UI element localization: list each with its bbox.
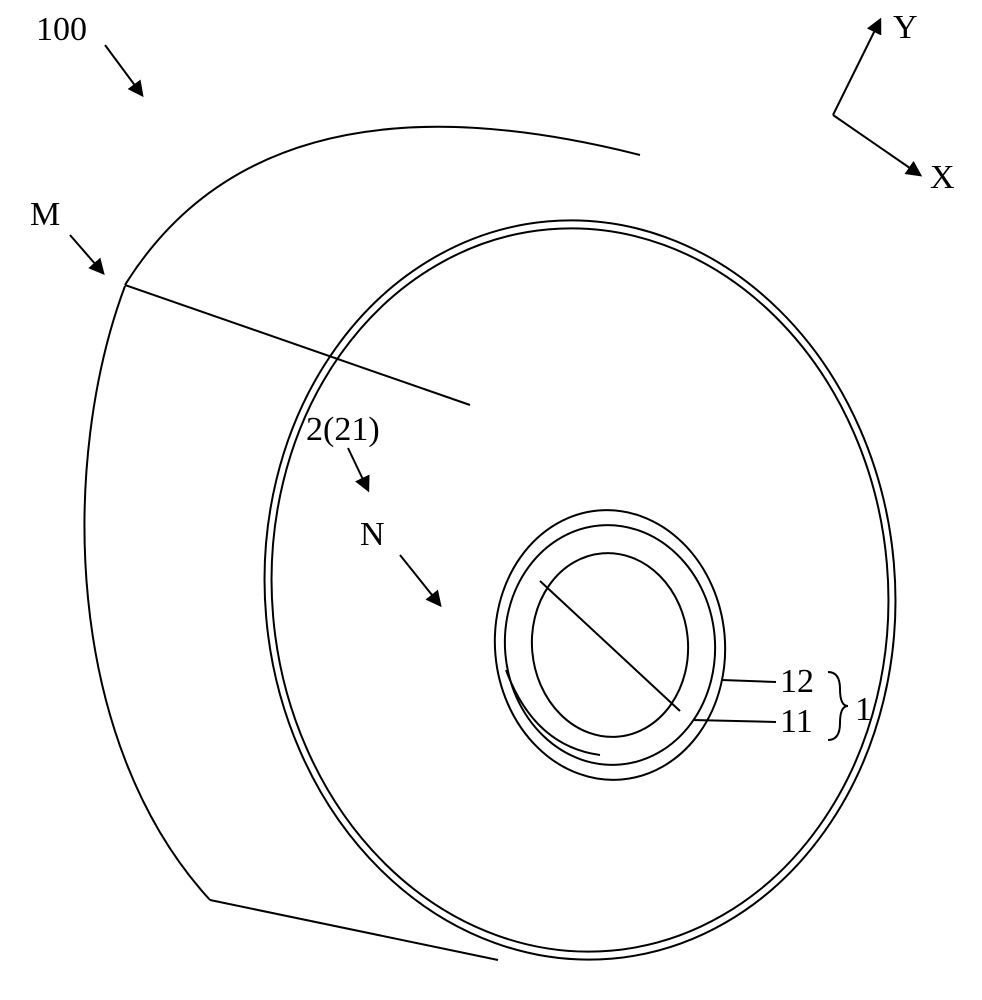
ref-12-leader — [722, 680, 776, 682]
ref-N-label: N — [360, 516, 385, 553]
axis-x-arrow — [833, 115, 920, 175]
axis-x-label: X — [930, 159, 955, 196]
ref-100-leader-arrow — [105, 45, 142, 95]
brace-11-12 — [828, 672, 848, 740]
ref-100-label: 100 — [36, 11, 87, 48]
ref-2-21-label: 2(21) — [306, 411, 380, 448]
ref-1-label: 1 — [855, 691, 872, 728]
ref-11-label: 11 — [780, 703, 813, 740]
outer-rim-edge — [234, 194, 926, 986]
ref-M-label: M — [30, 196, 60, 233]
axis-y-label: Y — [893, 9, 918, 46]
ref-12-label: 12 — [780, 663, 814, 700]
axis-y-arrow — [833, 20, 880, 115]
outer-rim-inner — [242, 203, 919, 978]
cylinder-top-seam — [125, 285, 470, 405]
cylinder-left-silhouette — [84, 286, 210, 900]
cylinder-bottom-silhouette — [210, 900, 498, 960]
ref-2-21-leader-arrow — [348, 448, 368, 490]
inner-bore-back-arc — [506, 670, 600, 755]
cylinder-back-top-arc — [125, 127, 640, 285]
ref-M-leader-arrow — [70, 235, 103, 273]
inner-bore-split-line — [540, 581, 680, 711]
ref-N-leader-arrow — [400, 555, 440, 605]
